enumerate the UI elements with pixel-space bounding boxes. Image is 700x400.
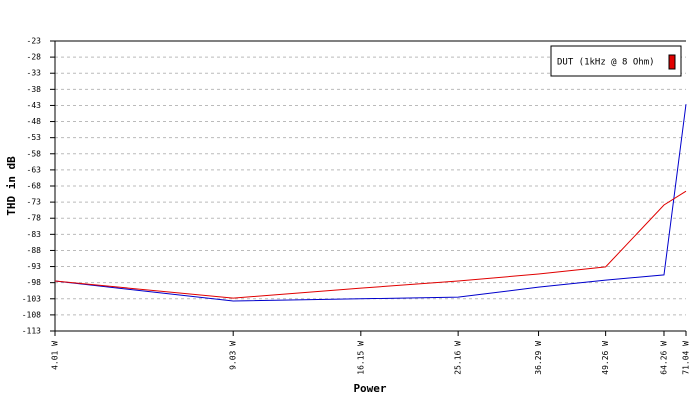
y-tick-label: -28 [27, 53, 42, 62]
x-axis-label: Power [353, 382, 386, 395]
y-tick-label: -53 [27, 133, 42, 142]
y-tick-label: -113 [22, 327, 41, 336]
y-axis-label: THD in dB [5, 156, 18, 216]
y-tick-label: -38 [27, 85, 42, 94]
y-tick-label: -63 [27, 165, 42, 174]
y-tick-label: -88 [27, 246, 42, 255]
y-tick-label: -33 [27, 69, 42, 78]
y-tick-label: -83 [27, 230, 42, 239]
legend-box [550, 45, 682, 77]
x-tick-label: 4.01 W [51, 341, 60, 370]
x-tick-label: 9.03 W [229, 341, 238, 370]
y-tick-label: -78 [27, 214, 42, 223]
y-tick-label: -43 [27, 101, 42, 110]
y-tick-label: -68 [27, 182, 42, 191]
x-tick-label: 49.26 W [601, 341, 610, 375]
y-tick-label: -103 [22, 294, 41, 303]
y-tick-label: -93 [27, 262, 42, 271]
legend-swatch [668, 54, 676, 70]
y-tick-label: -23 [27, 37, 42, 46]
y-tick-label: -58 [27, 149, 42, 158]
x-tick-label: 16.15 W [356, 341, 365, 375]
legend-label: DUT (1kHz @ 8 Ohm) [557, 58, 655, 68]
legend: DUT (1kHz @ 8 Ohm) [550, 45, 682, 77]
x-tick-label: 64.26 W [659, 341, 668, 375]
x-tick-label: 71.04 W [682, 341, 691, 375]
line-series [54, 104, 687, 302]
line-series [54, 190, 687, 299]
y-tick-label: -108 [22, 310, 41, 319]
y-tick-label: -48 [27, 117, 42, 126]
x-tick-label: 25.16 W [454, 341, 463, 375]
y-tick-label: -73 [27, 198, 42, 207]
x-tick-label: 36.29 W [534, 341, 543, 375]
y-tick-label: -98 [27, 278, 42, 287]
